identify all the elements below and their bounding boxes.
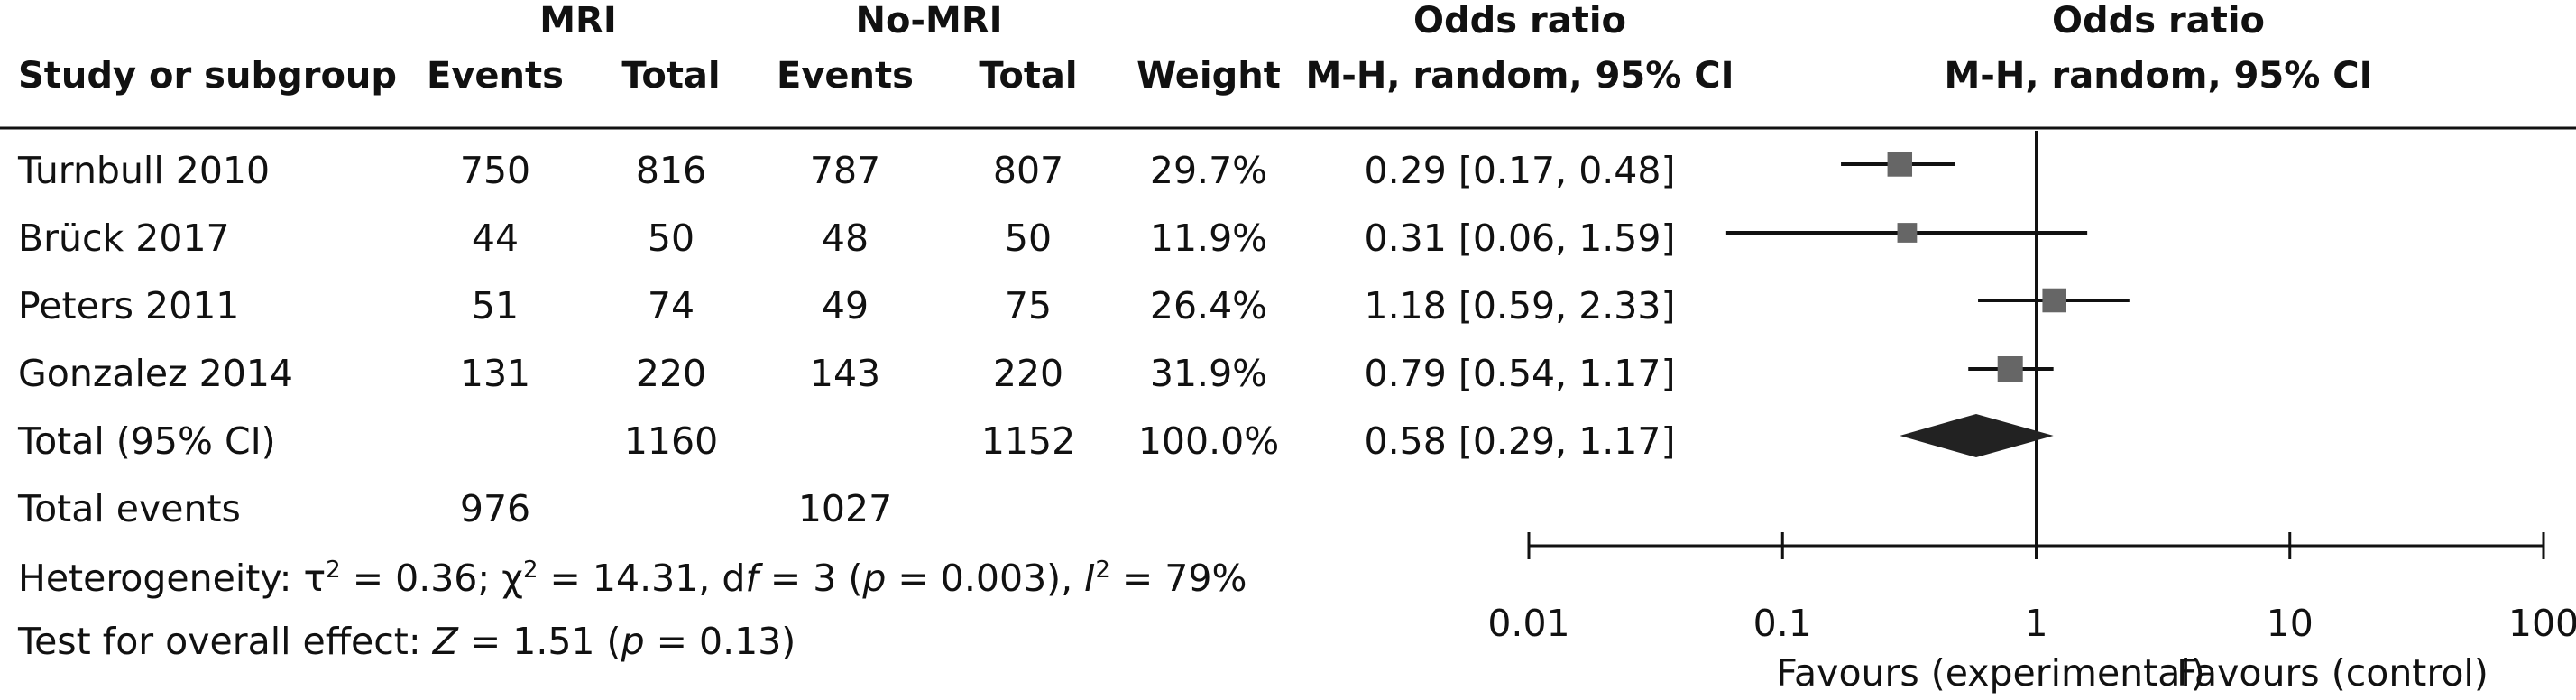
tick-label: 1: [2024, 602, 2047, 645]
group2-header: No-MRI: [855, 0, 1002, 41]
favours-left-label: Favours (experimental): [1776, 651, 2205, 695]
total2-sum: 1152: [981, 419, 1075, 463]
events2-cell: 49: [822, 284, 869, 327]
weight-cell: 29.7%: [1150, 149, 1267, 192]
heterogeneity-text: Heterogeneity: τ2 = 0.36; χ2 = 14.31, df…: [18, 557, 1247, 600]
point-marker: [1997, 356, 2023, 382]
study-column-header: Study or subgroup: [18, 55, 397, 97]
overall-effect-text: Test for overall effect: Z = 1.51 (p = 0…: [17, 620, 796, 663]
events2-cell: 48: [822, 216, 869, 260]
ci-cell: 1.18 [0.59, 2.33]: [1365, 284, 1676, 327]
study-name: Gonzalez 2014: [18, 352, 293, 395]
events1-cell: 44: [472, 216, 519, 260]
events-row: Total events 976 1027: [17, 487, 892, 530]
point-marker: [1897, 223, 1918, 243]
table-row: Brück 2017 44 50 48 50 11.9% 0.31 [0.06,…: [18, 216, 1675, 260]
tick-label: 0.01: [1487, 602, 1569, 645]
ci-cell: 0.79 [0.54, 1.17]: [1365, 352, 1676, 395]
group1-header: MRI: [539, 0, 617, 41]
total2-cell: 75: [1005, 284, 1052, 327]
events1-cell: 750: [460, 149, 530, 192]
point-marker: [1887, 152, 1913, 177]
ci-cell: 0.31 [0.06, 1.59]: [1365, 216, 1676, 260]
or-column-title: Odds ratio: [1413, 0, 1626, 41]
or-method-header: M-H, random, 95% CI: [1305, 55, 1734, 97]
total1-cell: 220: [636, 352, 706, 395]
events1-cell: 51: [472, 284, 519, 327]
events2-sum: 1027: [798, 487, 892, 530]
total-label: Total (95% CI): [17, 419, 276, 463]
tick-label: 100: [2508, 602, 2576, 645]
table-row: Turnbull 2010 750 816 787 807 29.7% 0.29…: [17, 149, 1675, 192]
events1-header: Events: [427, 55, 564, 97]
plot-method-header: M-H, random, 95% CI: [1944, 55, 2372, 97]
table-row: Gonzalez 2014 131 220 143 220 31.9% 0.79…: [18, 352, 1675, 395]
point-marker: [2042, 288, 2066, 313]
events2-header: Events: [777, 55, 914, 97]
plot-axis: 0.01 0.1 1 10 100: [1487, 532, 2576, 645]
ci-cell: 0.29 [0.17, 0.48]: [1365, 149, 1676, 192]
study-name: Turnbull 2010: [17, 149, 270, 192]
plot-title: Odds ratio: [2052, 0, 2265, 41]
total1-header: Total: [621, 55, 720, 97]
events1-cell: 131: [460, 352, 530, 395]
weight-sum: 100.0%: [1138, 419, 1279, 463]
weight-cell: 26.4%: [1150, 284, 1267, 327]
events-label: Total events: [17, 487, 241, 530]
weight-cell: 31.9%: [1150, 352, 1267, 395]
total1-cell: 50: [648, 216, 695, 260]
weight-header: Weight: [1136, 55, 1281, 97]
total2-cell: 50: [1005, 216, 1052, 260]
weight-cell: 11.9%: [1150, 216, 1267, 260]
tick-label: 10: [2267, 602, 2314, 645]
events2-cell: 787: [810, 149, 880, 192]
table-row: Peters 2011 51 74 49 75 26.4% 1.18 [0.59…: [18, 284, 1675, 327]
total2-cell: 807: [993, 149, 1063, 192]
study-name: Peters 2011: [18, 284, 239, 327]
total2-header: Total: [979, 55, 1077, 97]
tick-label: 0.1: [1753, 602, 1812, 645]
events1-sum: 976: [460, 487, 530, 530]
events2-cell: 143: [810, 352, 880, 395]
total2-cell: 220: [993, 352, 1063, 395]
total1-cell: 74: [648, 284, 695, 327]
total1-cell: 816: [636, 149, 706, 192]
pooled-ci-cell: 0.58 [0.29, 1.17]: [1365, 419, 1676, 463]
plot-marks: [1725, 152, 2130, 457]
favours-right-label: Favours (control): [2176, 651, 2489, 695]
study-name: Brück 2017: [18, 216, 230, 260]
pooled-diamond: [1900, 414, 2054, 457]
total-row: Total (95% CI) 1160 1152 100.0% 0.58 [0.…: [17, 419, 1675, 463]
total1-sum: 1160: [624, 419, 718, 463]
